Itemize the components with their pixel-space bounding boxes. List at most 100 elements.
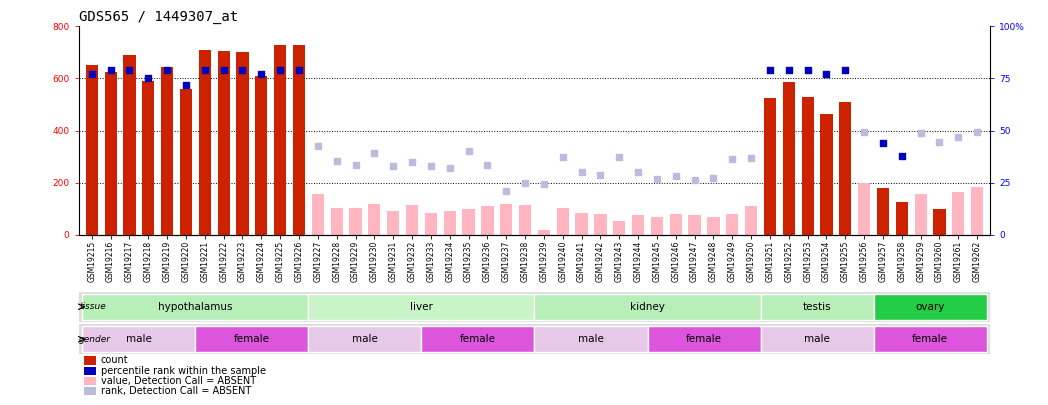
- Bar: [481, 206, 494, 235]
- Bar: [218, 51, 230, 235]
- Bar: [556, 207, 569, 235]
- Point: [818, 71, 835, 77]
- Text: testis: testis: [803, 302, 831, 312]
- Bar: [761, 326, 874, 352]
- Bar: [896, 202, 908, 235]
- Bar: [161, 67, 173, 235]
- Point: [781, 67, 798, 73]
- Bar: [764, 98, 777, 235]
- Point: [215, 67, 232, 73]
- Bar: [651, 217, 663, 235]
- Text: rank, Detection Call = ABSENT: rank, Detection Call = ABSENT: [101, 386, 250, 396]
- Text: female: female: [234, 334, 270, 344]
- Bar: [500, 204, 512, 235]
- Bar: [462, 209, 475, 235]
- Bar: [424, 213, 437, 235]
- Text: female: female: [912, 334, 948, 344]
- Point: [592, 172, 609, 178]
- Point: [347, 161, 364, 168]
- Point: [196, 67, 213, 73]
- Point: [743, 155, 760, 161]
- Bar: [839, 102, 851, 235]
- Bar: [934, 209, 945, 235]
- Text: hypothalamus: hypothalamus: [158, 302, 233, 312]
- Bar: [745, 206, 758, 235]
- Bar: [256, 76, 267, 235]
- Bar: [538, 230, 550, 235]
- Point: [536, 181, 552, 187]
- Point: [441, 165, 458, 172]
- Text: male: male: [126, 334, 152, 344]
- Text: GDS565 / 1449307_at: GDS565 / 1449307_at: [79, 10, 238, 24]
- Text: male: male: [578, 334, 604, 344]
- Bar: [406, 205, 418, 235]
- Point: [894, 152, 911, 159]
- Text: value, Detection Call = ABSENT: value, Detection Call = ABSENT: [101, 376, 256, 386]
- Bar: [689, 215, 701, 235]
- Bar: [443, 211, 456, 235]
- Bar: [858, 183, 870, 235]
- Bar: [670, 214, 682, 235]
- Bar: [143, 81, 154, 235]
- Point: [328, 158, 345, 164]
- Point: [177, 81, 194, 88]
- Point: [253, 71, 269, 77]
- Point: [630, 169, 647, 176]
- Bar: [330, 207, 343, 235]
- Bar: [387, 211, 399, 235]
- Point: [271, 67, 288, 73]
- Point: [856, 129, 873, 135]
- Point: [498, 188, 515, 194]
- Bar: [274, 45, 286, 235]
- Text: tissue: tissue: [79, 302, 106, 311]
- Point: [158, 67, 175, 73]
- Bar: [292, 45, 305, 235]
- Bar: [83, 326, 195, 352]
- Point: [705, 174, 722, 181]
- Bar: [199, 50, 211, 235]
- Point: [912, 130, 929, 136]
- Point: [385, 162, 401, 169]
- Text: percentile rank within the sample: percentile rank within the sample: [101, 366, 265, 375]
- Point: [649, 176, 665, 182]
- Bar: [534, 294, 761, 320]
- Bar: [821, 114, 832, 235]
- Bar: [180, 89, 192, 235]
- Bar: [971, 187, 983, 235]
- Bar: [195, 326, 308, 352]
- Point: [968, 129, 985, 135]
- Bar: [575, 213, 588, 235]
- Text: kidney: kidney: [630, 302, 664, 312]
- Point: [122, 67, 138, 73]
- Bar: [761, 294, 874, 320]
- Bar: [124, 55, 135, 235]
- Point: [686, 177, 703, 183]
- Bar: [237, 52, 248, 235]
- Bar: [519, 205, 531, 235]
- Text: liver: liver: [410, 302, 433, 312]
- Point: [460, 148, 477, 155]
- Bar: [613, 221, 626, 235]
- Bar: [308, 294, 534, 320]
- Point: [517, 179, 533, 186]
- Bar: [915, 194, 926, 235]
- Bar: [105, 72, 116, 235]
- Point: [290, 67, 307, 73]
- Point: [724, 156, 741, 162]
- Text: gender: gender: [79, 335, 111, 344]
- Text: ovary: ovary: [915, 302, 944, 312]
- Bar: [349, 207, 362, 235]
- Bar: [648, 326, 761, 352]
- Point: [611, 153, 628, 160]
- Bar: [311, 194, 324, 235]
- Point: [234, 67, 250, 73]
- Bar: [534, 326, 648, 352]
- Bar: [86, 66, 97, 235]
- Point: [573, 169, 590, 176]
- Bar: [877, 188, 889, 235]
- Point: [875, 140, 892, 146]
- Bar: [726, 214, 739, 235]
- Bar: [632, 215, 645, 235]
- Bar: [783, 82, 795, 235]
- Point: [366, 149, 383, 156]
